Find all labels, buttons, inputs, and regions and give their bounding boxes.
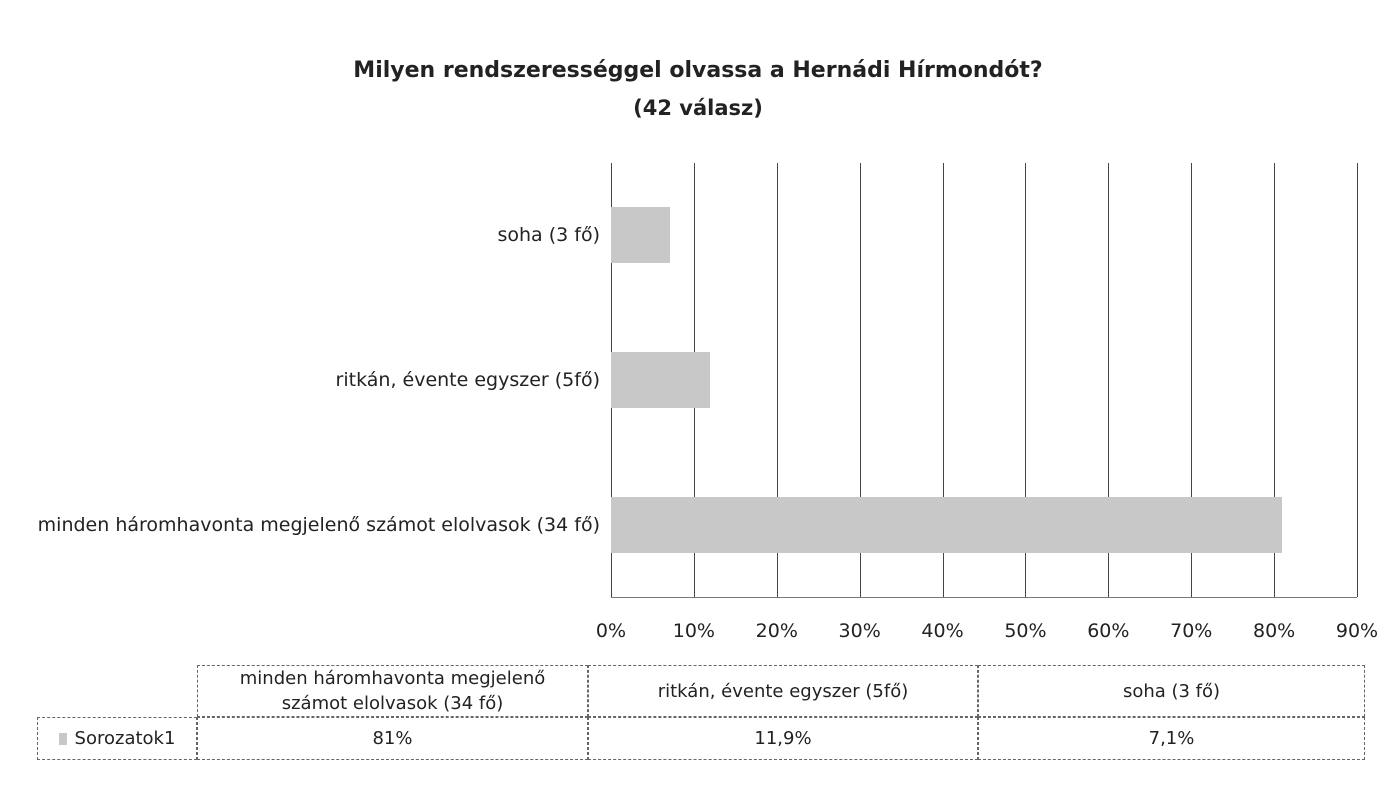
- x-tick-label: 80%: [1252, 620, 1296, 642]
- x-tick-label: 70%: [1170, 620, 1213, 642]
- table-value-cell: 11,9%: [588, 717, 978, 760]
- y-tick-label: minden háromhavonta megjelenő számot elo…: [37, 513, 600, 536]
- grid-line: [1108, 163, 1110, 597]
- x-tick-label: 60%: [1087, 620, 1130, 642]
- bar: [611, 207, 670, 264]
- table-header-cell: soha (3 fő): [978, 665, 1365, 717]
- grid-line: [859, 163, 861, 597]
- x-tick-label: 10%: [672, 620, 715, 642]
- grid-line: [1274, 163, 1276, 597]
- chart-title: Milyen rendszerességgel olvassa a Hernád…: [353, 58, 1043, 83]
- x-tick-label: 40%: [921, 620, 964, 642]
- legend-key: [58, 732, 67, 745]
- bar: [611, 496, 1283, 553]
- legend-label: Sorozatok1: [74, 728, 176, 749]
- x-tick-label: 90%: [1335, 620, 1379, 642]
- x-axis-line: [611, 597, 1357, 598]
- x-tick-label: 0%: [595, 620, 627, 642]
- grid-line: [1025, 163, 1027, 597]
- table-row-label: Sorozatok1: [37, 717, 197, 760]
- table-header-cell: ritkán, évente egyszer (5fő): [588, 665, 978, 717]
- table-header-cell: minden háromhavonta megjelenő számot elo…: [197, 665, 588, 717]
- x-tick-label: 20%: [755, 620, 798, 642]
- grid-line: [1357, 163, 1358, 597]
- grid-line: [776, 163, 778, 597]
- bar: [611, 352, 710, 408]
- x-tick-label: 50%: [1004, 620, 1047, 642]
- y-tick-label: ritkán, évente egyszer (5fő): [335, 369, 600, 391]
- grid-line: [1191, 163, 1193, 597]
- y-tick-label: soha (3 fő): [497, 224, 600, 247]
- table-value-cell: 81%: [197, 717, 588, 760]
- table-value-cell: 7,1%: [978, 717, 1365, 760]
- chart-subtitle: (42 válasz): [633, 96, 763, 120]
- grid-line: [942, 163, 944, 597]
- x-tick-label: 30%: [838, 620, 881, 642]
